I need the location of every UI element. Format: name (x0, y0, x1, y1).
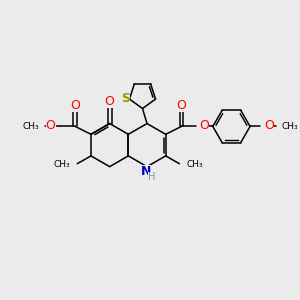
Text: O: O (264, 119, 274, 132)
Text: CH₃: CH₃ (186, 160, 203, 169)
Text: O: O (176, 99, 186, 112)
Text: N: N (141, 165, 151, 178)
Text: O: O (46, 119, 56, 132)
Text: CH₃: CH₃ (22, 122, 39, 131)
Text: O: O (105, 95, 115, 109)
Text: H: H (148, 172, 156, 182)
Text: CH₃: CH₃ (54, 160, 70, 169)
Text: O: O (199, 119, 209, 132)
Text: S: S (121, 92, 130, 105)
Text: O: O (70, 99, 80, 112)
Text: CH₃: CH₃ (281, 122, 298, 131)
